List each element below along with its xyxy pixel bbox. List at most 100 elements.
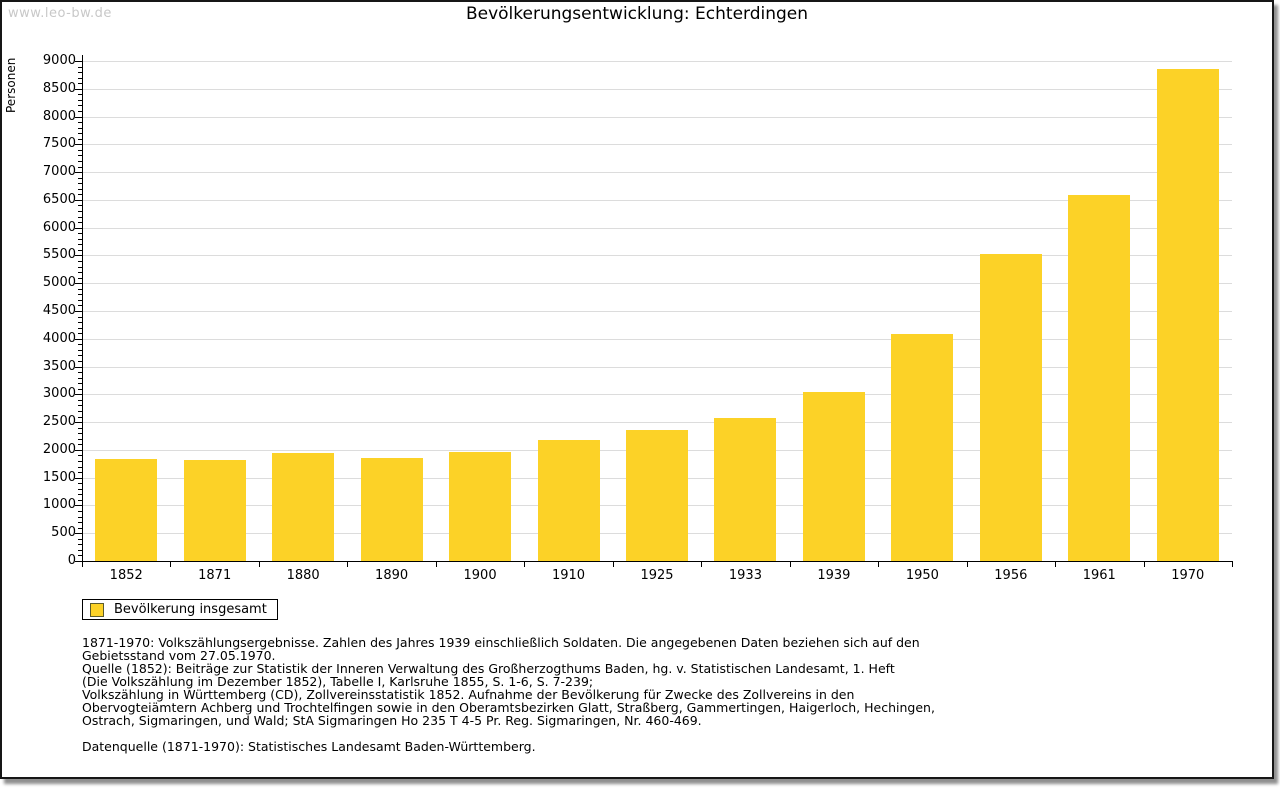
y-tick-label: 3500 — [42, 358, 76, 374]
y-tick — [78, 299, 82, 301]
gridline — [82, 172, 1232, 174]
y-tick — [78, 472, 82, 474]
bar — [1068, 195, 1131, 561]
bar — [183, 459, 246, 561]
gridline — [82, 422, 1232, 424]
x-tick-label: 1961 — [1082, 568, 1116, 583]
y-tick-label: 500 — [51, 525, 76, 541]
y-tick — [75, 533, 82, 535]
y-tick — [78, 266, 82, 268]
y-tick — [78, 522, 82, 524]
y-tick — [78, 511, 82, 512]
y-tick — [78, 327, 82, 329]
x-tick-label: 1852 — [109, 568, 143, 583]
y-tick — [78, 188, 82, 190]
y-tick — [78, 216, 82, 218]
y-tick-label: 2000 — [42, 441, 76, 457]
y-tick — [78, 416, 82, 418]
watermark: www.leo-bw.de — [8, 6, 112, 21]
y-tick — [75, 144, 82, 146]
y-tick-label: 1500 — [42, 469, 76, 485]
x-tick-label: 1880 — [286, 568, 320, 583]
y-tick — [78, 161, 82, 162]
x-tick — [612, 562, 614, 567]
y-tick-label: 4000 — [42, 330, 76, 346]
y-tick — [78, 427, 82, 429]
y-tick — [78, 238, 82, 240]
x-tick — [1143, 562, 1145, 567]
x-tick — [170, 562, 172, 567]
y-tick — [78, 411, 82, 412]
y-tick — [78, 344, 82, 346]
x-tick — [966, 562, 968, 567]
y-tick — [78, 377, 82, 379]
y-tick — [78, 555, 82, 557]
source-note-line: Datenquelle (1871-1970): Statistisches L… — [82, 739, 536, 754]
y-tick — [78, 66, 82, 68]
y-tick — [78, 538, 82, 540]
x-tick — [1055, 562, 1057, 567]
y-tick — [78, 194, 82, 196]
y-tick — [75, 172, 82, 174]
y-axis — [82, 55, 83, 562]
bar — [979, 254, 1042, 561]
y-tick — [75, 561, 82, 562]
bar — [95, 459, 158, 561]
y-tick — [78, 83, 82, 85]
y-tick — [75, 199, 82, 201]
x-tick — [789, 562, 791, 567]
y-tick — [78, 455, 82, 457]
gridline — [82, 394, 1232, 396]
y-tick — [78, 316, 82, 318]
bar — [891, 334, 954, 561]
source-note-line: (Die Volkszählung im Dezember 1852), Tab… — [82, 674, 594, 689]
y-tick — [78, 166, 82, 168]
x-tick — [347, 562, 349, 567]
bar — [537, 440, 600, 561]
bar — [449, 451, 512, 561]
source-note-line: Ostrach, Sigmaringen, und Wald; StA Sigm… — [82, 713, 702, 728]
y-tick — [78, 294, 82, 296]
y-tick-label: 5000 — [42, 275, 76, 291]
x-tick-label: 1933 — [728, 568, 762, 583]
y-tick — [78, 261, 82, 262]
gridline — [82, 338, 1232, 340]
x-tick — [1232, 562, 1233, 567]
y-tick — [75, 61, 82, 62]
y-tick — [78, 211, 82, 212]
y-tick — [78, 372, 82, 374]
source-note-line: Quelle (1852): Beiträge zur Statistik de… — [82, 661, 895, 676]
x-tick — [82, 562, 83, 567]
y-tick-label: 2500 — [42, 414, 76, 430]
y-tick — [78, 122, 82, 124]
x-tick-label: 1956 — [994, 568, 1028, 583]
y-tick — [75, 505, 82, 507]
y-tick — [78, 461, 82, 462]
y-tick — [78, 499, 82, 501]
y-tick — [75, 227, 82, 229]
bar — [802, 391, 865, 561]
y-tick — [78, 361, 82, 362]
y-tick — [78, 133, 82, 135]
y-tick — [78, 405, 82, 407]
x-tick — [701, 562, 703, 567]
y-tick — [78, 138, 82, 140]
y-tick-label: 4500 — [42, 303, 76, 318]
legend-swatch-icon — [90, 602, 104, 617]
y-tick-label: 8500 — [42, 80, 76, 96]
y-tick-label: 7000 — [42, 164, 76, 180]
source-note-line: Obervogteiämtern Achberg und Trochtelfin… — [82, 700, 935, 715]
x-tick-label: 1925 — [640, 568, 674, 583]
source-note-line: Volkszählung in Württemberg (CD), Zollve… — [82, 687, 855, 702]
gridline — [82, 144, 1232, 146]
legend-label: Bevölkerung insgesamt — [114, 602, 267, 617]
y-tick — [78, 433, 82, 435]
y-tick — [75, 477, 82, 479]
y-tick — [78, 549, 82, 551]
x-tick-label: 1939 — [817, 568, 851, 583]
gridline — [82, 255, 1232, 257]
y-tick — [75, 449, 82, 451]
gridline — [82, 311, 1232, 312]
y-tick — [78, 483, 82, 485]
y-tick — [78, 305, 82, 307]
